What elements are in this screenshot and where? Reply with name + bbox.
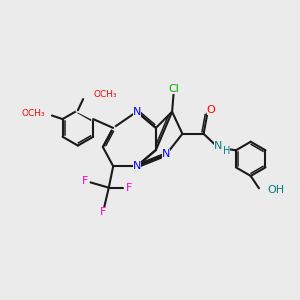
Text: OH: OH xyxy=(267,185,284,195)
Text: N: N xyxy=(214,142,222,152)
Text: Cl: Cl xyxy=(168,84,179,94)
Text: F: F xyxy=(100,207,106,217)
Text: O: O xyxy=(207,105,215,115)
Text: F: F xyxy=(82,176,88,186)
Text: H: H xyxy=(223,146,230,156)
Text: N: N xyxy=(133,107,141,117)
Text: N: N xyxy=(162,149,170,159)
Text: N: N xyxy=(133,161,141,171)
Text: OCH₃: OCH₃ xyxy=(21,109,45,118)
Text: OCH₃: OCH₃ xyxy=(94,90,117,99)
Text: F: F xyxy=(126,183,132,193)
